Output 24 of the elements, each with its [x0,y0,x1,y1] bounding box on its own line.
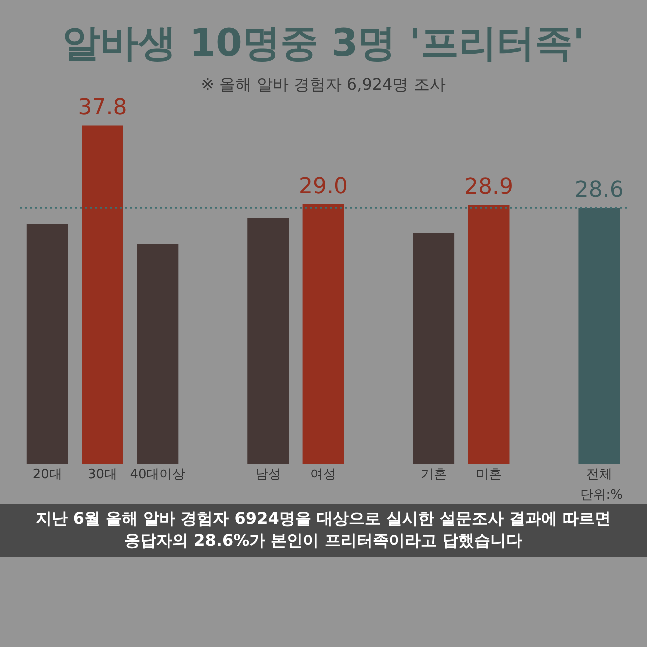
x-tick-label: 여성 [310,468,336,483]
text: 단위:% [579,487,624,504]
chart-subtitle: ※ 올해 알바 경험자 6,924명 조사 [200,75,447,96]
bar [248,218,290,464]
bar [82,126,124,464]
data-label: 28.9 [464,175,514,200]
x-tick-label: 30대 [88,468,118,483]
x-tick-label: 기혼 [420,468,447,483]
data-label: 37.8 [78,95,128,120]
bar [578,208,620,464]
bar [302,204,344,464]
data-label: 29.0 [299,174,348,200]
x-tick-label: 40대이상 [130,468,186,483]
x-tick-label: 20대 [32,468,62,483]
data-label: 28.6 [574,178,624,203]
bar [26,224,68,464]
x-tick-label: 전체 [586,468,612,483]
chart-title: 알바생 10명중 3명 '프리터족' [61,20,586,67]
x-tick-label: 남성 [255,468,282,483]
bar [413,233,455,464]
x-tick-label: 미혼 [476,468,502,483]
text: 지난 6월 올해 알바 경험자 6924명을 대상으로 실시한 설문조사 결과에 따르면 응답자의 28.6%가 본인이 프리터족이라고 답했습니다 [0,504,647,557]
bar [137,244,179,464]
bar [468,205,510,464]
